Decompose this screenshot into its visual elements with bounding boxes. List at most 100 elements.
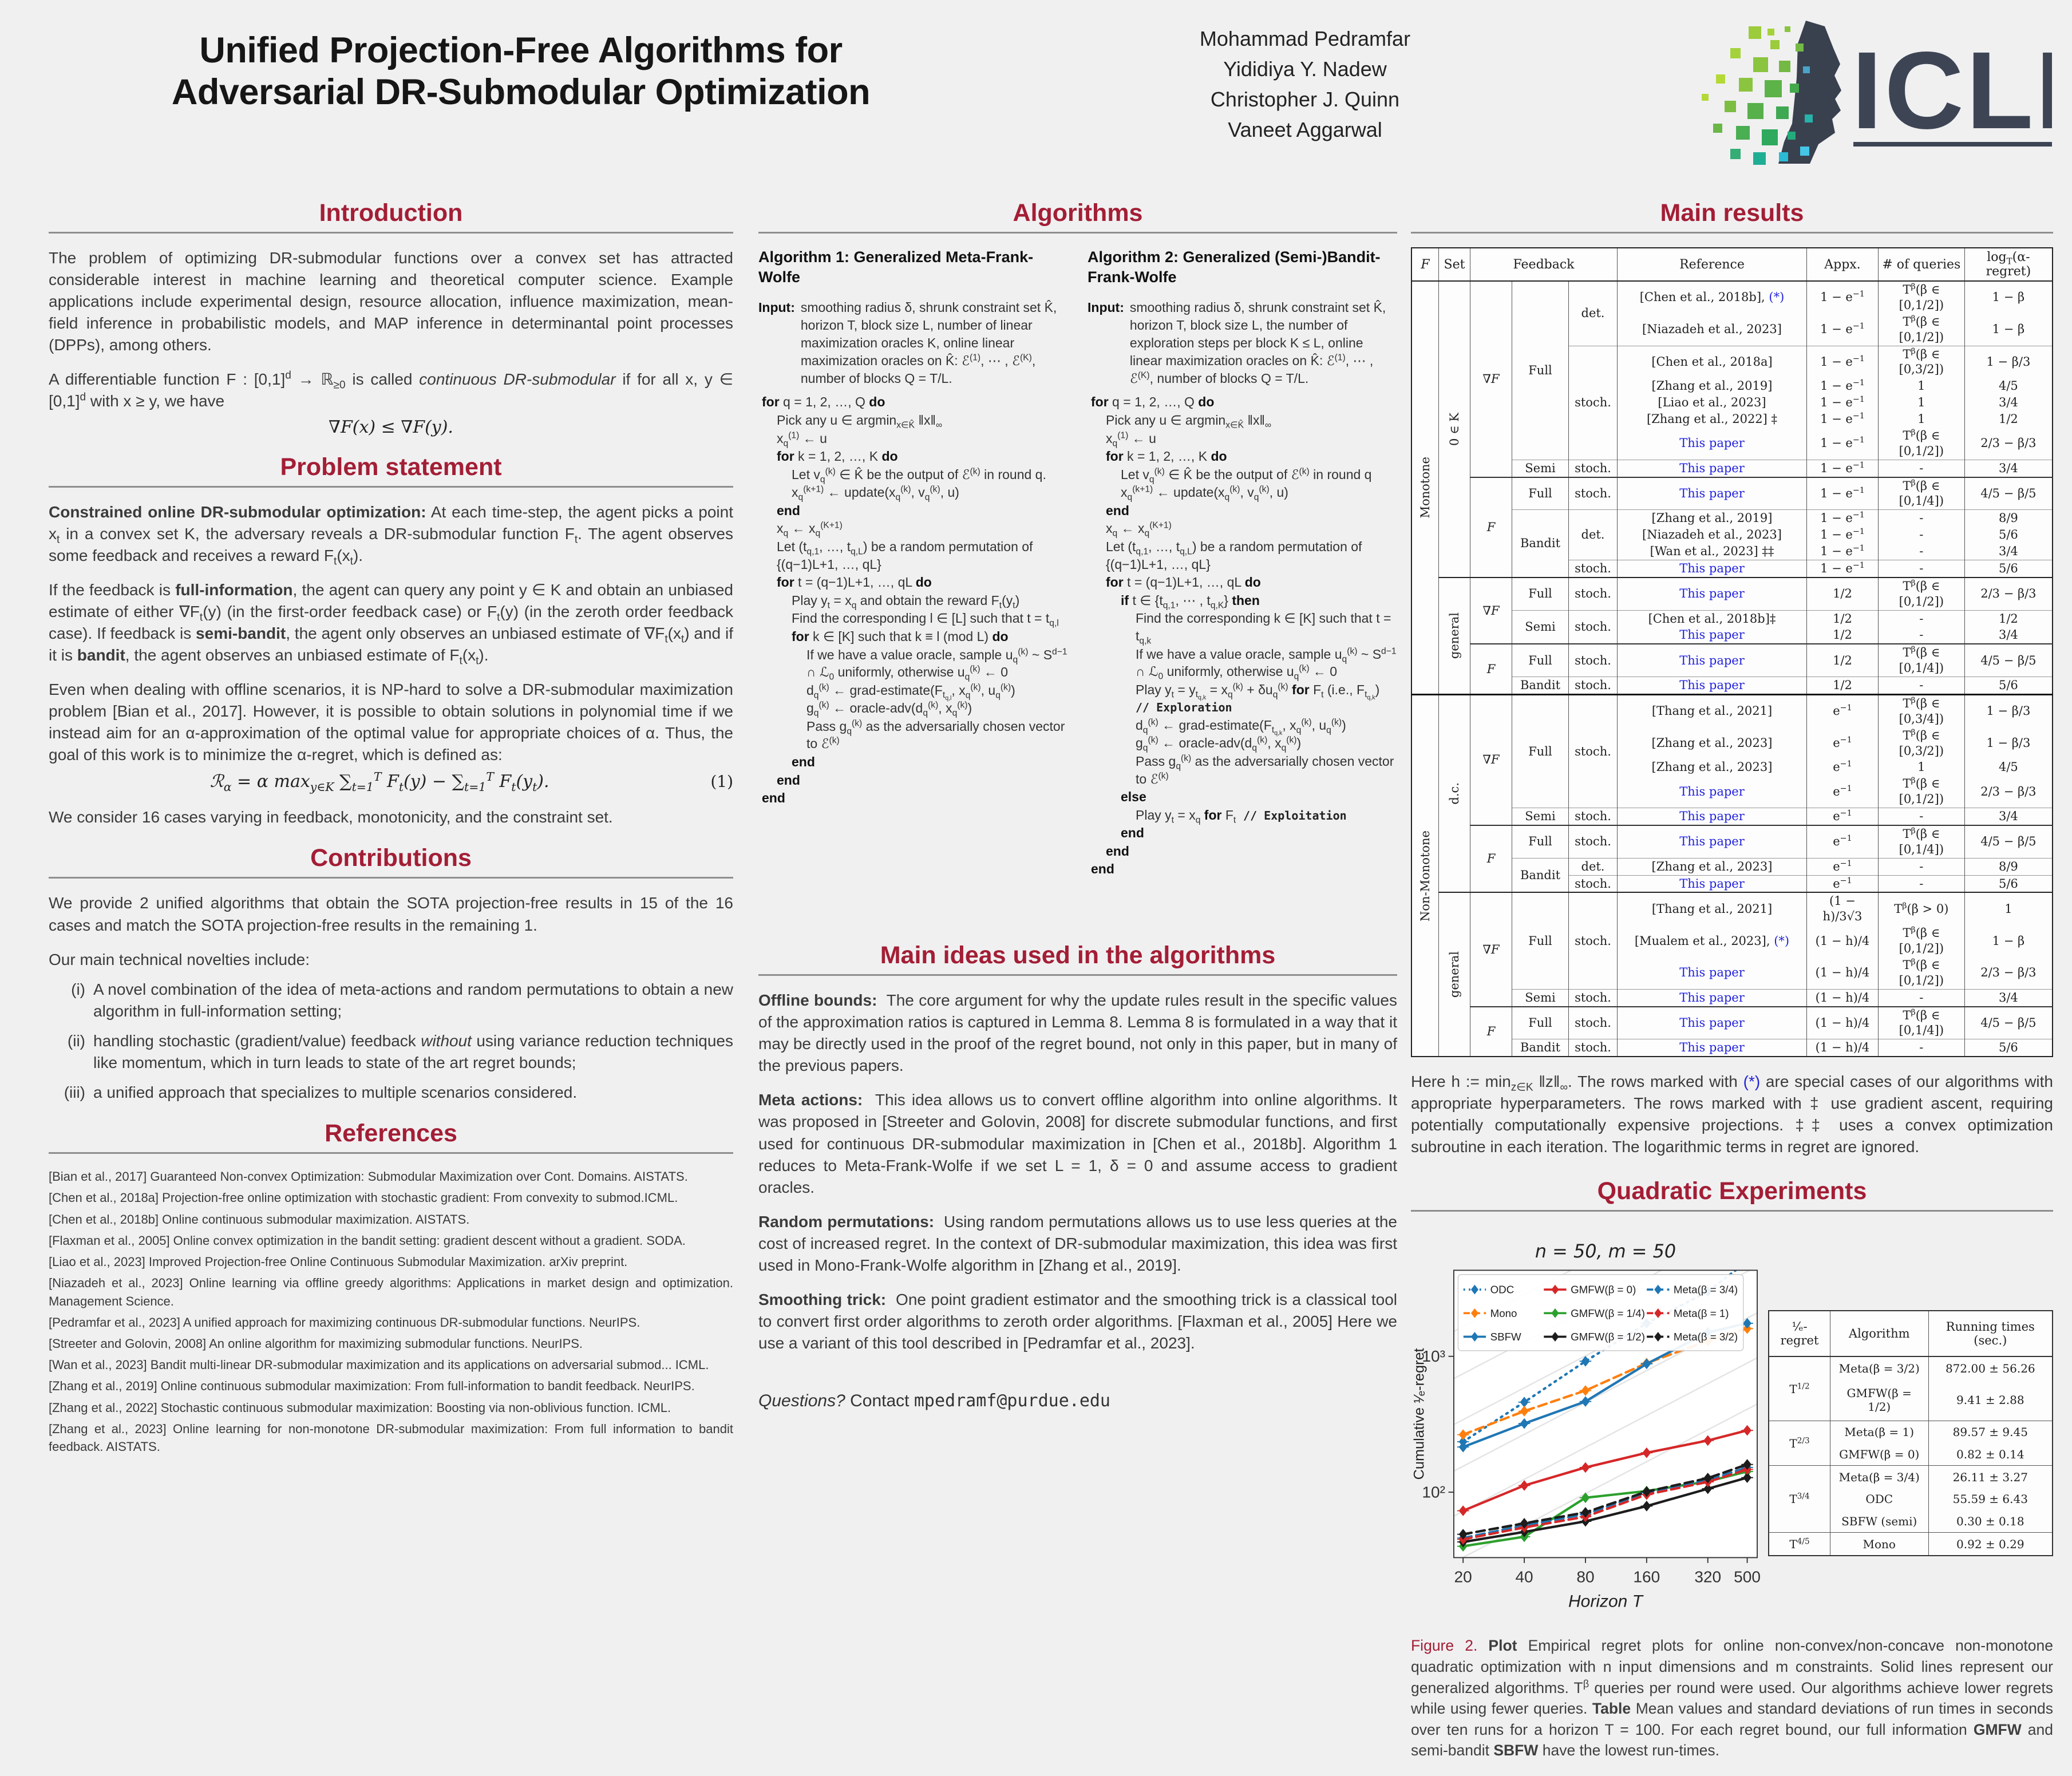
equation-1-number: (1) [710,772,733,792]
text-segment: semi-bandit [196,624,286,642]
section-heading-contributions: Contributions [310,844,472,872]
algorithm-line: for q = 1, 2, …, Q do [1091,394,1215,410]
column-middle: Algorithms Algorithm 1: Generalized Meta… [758,199,1397,1411]
svg-text:GMFW(β = 1/4): GMFW(β = 1/4) [1571,1307,1645,1319]
text-segment: Constrained online DR-submodular optimiz… [49,503,426,521]
text-segment: Our main technical novelties include: [49,950,310,968]
contributions-list: (i) A novel combination of the idea of me… [49,979,733,1103]
ideas-paragraphs: Offline bounds: The core argument for wh… [758,990,1397,1354]
section-heading-algorithms: Algorithms [1013,199,1143,227]
equation-1-body: ℛα = α maxy∈K ∑t=1T Ft(y) − ∑t=1T Ft(yt)… [209,770,549,794]
main-ideas-section: Main ideas used in the algorithms Offlin… [758,942,1397,1354]
algorithm-comment: // Exploration [1136,701,1232,715]
algorithm-line: Let (tq,1, …, tq,L) be a random permutat… [777,539,1033,572]
ps-paragraph-4: We consider 16 cases varying in feedback… [49,806,733,828]
results-table-row: [Zhang et al., 2019] 1 − e−1 1 4/5 [1411,378,2053,395]
heading-rule [49,877,733,879]
algorithm-input: Input: smoothing radius δ, shrunk constra… [1088,300,1386,386]
poster-title-line2: Adversarial DR-Submodular Optimization [171,72,871,113]
svg-text:80: 80 [1576,1568,1594,1586]
results-table-row: [Zhang et al., 2023] e−1 Tβ(β ∈ [0,3/2]) 1 … [1411,727,2053,760]
text-segment: have the lowest run-times. [1538,1742,1720,1759]
results-table-row: Semi stoch. This paper 1 − e−1-3/4 [1411,459,2053,477]
contrib-paragraph-2: Our main technical novelties include: [49,949,733,971]
results-table-row: [Zhang et al., 2022] ‡ 1 − e−1 1 1/2 [1411,411,2053,428]
algorithms-row: Algorithm 1: Generalized Meta-Frank-Wolf… [758,247,1397,879]
algorithm-line: Play yt = ytq,k = xq(k) + δuq(k) for Ft … [1136,682,1383,715]
reference-item: [Wan et al., 2023] Bandit multi-linear D… [49,1358,709,1372]
algorithm-line: end [1106,503,1129,518]
experiments-row: n = 50, m = 50 20 40 80 160 320 500 10² 10³ Horiz… [1411,1225,2053,1626]
contrib-paragraph-1: We provide 2 unified algorithms that obt… [49,892,733,936]
algorithm-line: end [1106,843,1129,859]
text-segment: bandit [77,646,125,664]
svg-text:160: 160 [1633,1568,1660,1586]
contact-line[interactable]: Questions? Contact mpedramf@purdue.edu [758,1391,1397,1411]
svg-text:Cumulative ¹⁄ₑ-regret: Cumulative ¹⁄ₑ-regret [1411,1348,1427,1480]
algorithm-title: Algorithm 2: Generalized (Semi-)Bandit-F… [1088,248,1381,286]
svg-text:GMFW(β = 0): GMFW(β = 0) [1571,1284,1636,1296]
section-heading-references: References [325,1120,457,1148]
results-table-row: This paper 1 − e−1 Tβ(β ∈ [0,1/2]) 2/3 − β/… [1411,427,2053,460]
text-segment: At each time-step, the agent picks a poi… [49,503,733,568]
algorithm-line: for q = 1, 2, …, Q do [762,394,885,410]
reference-item: [Zhang et al., 2019] Online continuous s… [49,1379,695,1394]
algorithm-2: Algorithm 2: Generalized (Semi-)Bandit-F… [1088,247,1397,879]
results-table-row: Bandit det. [Zhang et al., 2023] e−1-8/9 [1411,857,2053,893]
svg-text:Meta(β = 3/2): Meta(β = 3/2) [1674,1331,1738,1343]
results-table-row: F Full stoch. This paper (1 − h)/4 Tβ(β ∈ [0,… [1411,1006,2053,1057]
heading-rule [1411,232,2053,234]
svg-text:320: 320 [1694,1568,1721,1586]
results-table-row: Semi stoch. [Chen et al., 2018b]‡ 1/2-1/2 [1411,610,2053,644]
algorithm-line: If we have a value oracle, sample uq(k) … [1136,646,1397,682]
algorithm-input: Input: smoothing radius δ, shrunk constra… [758,300,1057,386]
reference-item: [Liao et al., 2023] Improved Projection-… [49,1255,628,1269]
text-segment: Table [1592,1700,1636,1718]
text-segment: are special cases of our algorithms with… [1411,1073,2053,1156]
heading-rule [758,974,1397,976]
text-segment: full-information [175,580,293,599]
algorithm-line: Play yt = xq for Ft // Exploitation [1136,807,1347,825]
algorithm-line: xq(1) ← u [1106,430,1156,449]
text-segment: (*) [1743,1073,1761,1091]
reference-item: [Pedramfar et al., 2023] A unified appro… [49,1315,640,1330]
poster-title: Unified Projection-Free Algorithms for A… [34,30,1007,113]
ps-paragraph-1: Constrained online DR-submodular optimiz… [49,501,733,567]
results-table-row: F Full stoch. This paper 1/2 Tβ(β ∈ [0,1/4]) 4… [1411,643,2053,695]
algorithm-line: Find the corresponding l ∈ [L] such that… [792,611,1059,628]
algorithm-line: end [777,772,800,788]
section-heading-quadratic-experiments: Quadratic Experiments [1597,1177,1867,1205]
results-table-row: Bandit det. [Zhang et al., 2019] 1 − e−1-8/… [1411,509,2053,578]
results-table-row: [Mualem et al., 2023], (*) (1 − h)/4 Tβ(β … [1411,925,2053,957]
idea-paragraph: Offline bounds: The core argument for wh… [758,991,1398,1075]
equation-1: ℛα = α maxy∈K ∑t=1T Ft(y) − ∑t=1T Ft(yt)… [49,770,733,794]
text-segment: if for all x, y ∈ [0,1]d with x ≥ y, we … [49,370,734,410]
runtime-row: T2/3 Meta(β = 1) 89.57 ± 9.45 [1769,1420,2053,1466]
contribution-item: (iii) a unified approach that specializes… [64,1083,578,1102]
column-left: Introduction The problem of optimizing D… [49,199,733,1459]
ps-paragraph-2: If the feedback is full-information, the… [49,579,733,667]
idea-paragraph: Smoothing trick: One point gradient esti… [758,1290,1397,1352]
reference-item: [Chen et al., 2018a] Projection-free onl… [49,1190,678,1205]
algorithm-line: dq(k) ← grad-estimate(Ftq,l, xq(k), uq(k… [806,682,1015,702]
runtime-row: T1/2 Meta(β = 3/2) 872.00 ± 56.26 [1769,1356,2053,1396]
runtime-row: GMFW(β = 0) 0.82 ± 0.14 [1769,1443,2053,1466]
algorithm-line: xq(k+1) ← update(xq(k), vq(k), u) [792,484,959,503]
svg-text:ODC: ODC [1490,1284,1515,1296]
algorithm-line: for t = (q−1)L+1, …, qL do [1106,575,1261,590]
algorithm-line: Play yt = xq and obtain the reward Ft(yt… [792,592,1020,611]
column-right: Main results F Set Feedback Reference Appx. #… [1411,199,2053,1776]
algorithm-line: Pick any u ∈ argminx∈K̂ ‖x‖∞ [1106,413,1272,430]
reference-item: [Chen et al., 2018b] Online continuous s… [49,1212,470,1227]
algorithm-line: Let vq(k) ∈ K̂ be the output of ℰ(k) in … [1121,466,1372,485]
algorithm-line: gq(k) ← oracle-adv(dq(k), xq(k)) [1136,735,1302,753]
author-name: Yididiya Y. Nadew [1223,57,1387,81]
text-segment: We provide 2 unified algorithms that obt… [49,894,733,934]
svg-text:GMFW(β = 1/2): GMFW(β = 1/2) [1571,1331,1645,1343]
table-note: Here h := minz∈K ‖z‖∞. The rows marked w… [1411,1071,2053,1158]
svg-text:500: 500 [1734,1568,1761,1586]
heading-rule [49,485,733,488]
text-segment: Plot [1488,1637,1528,1655]
results-table-row: This paper e−1 Tβ(β ∈ [0,1/2]) 2/3 − β/3 [1411,776,2053,808]
svg-text:Meta(β = 3/4): Meta(β = 3/4) [1674,1284,1738,1296]
